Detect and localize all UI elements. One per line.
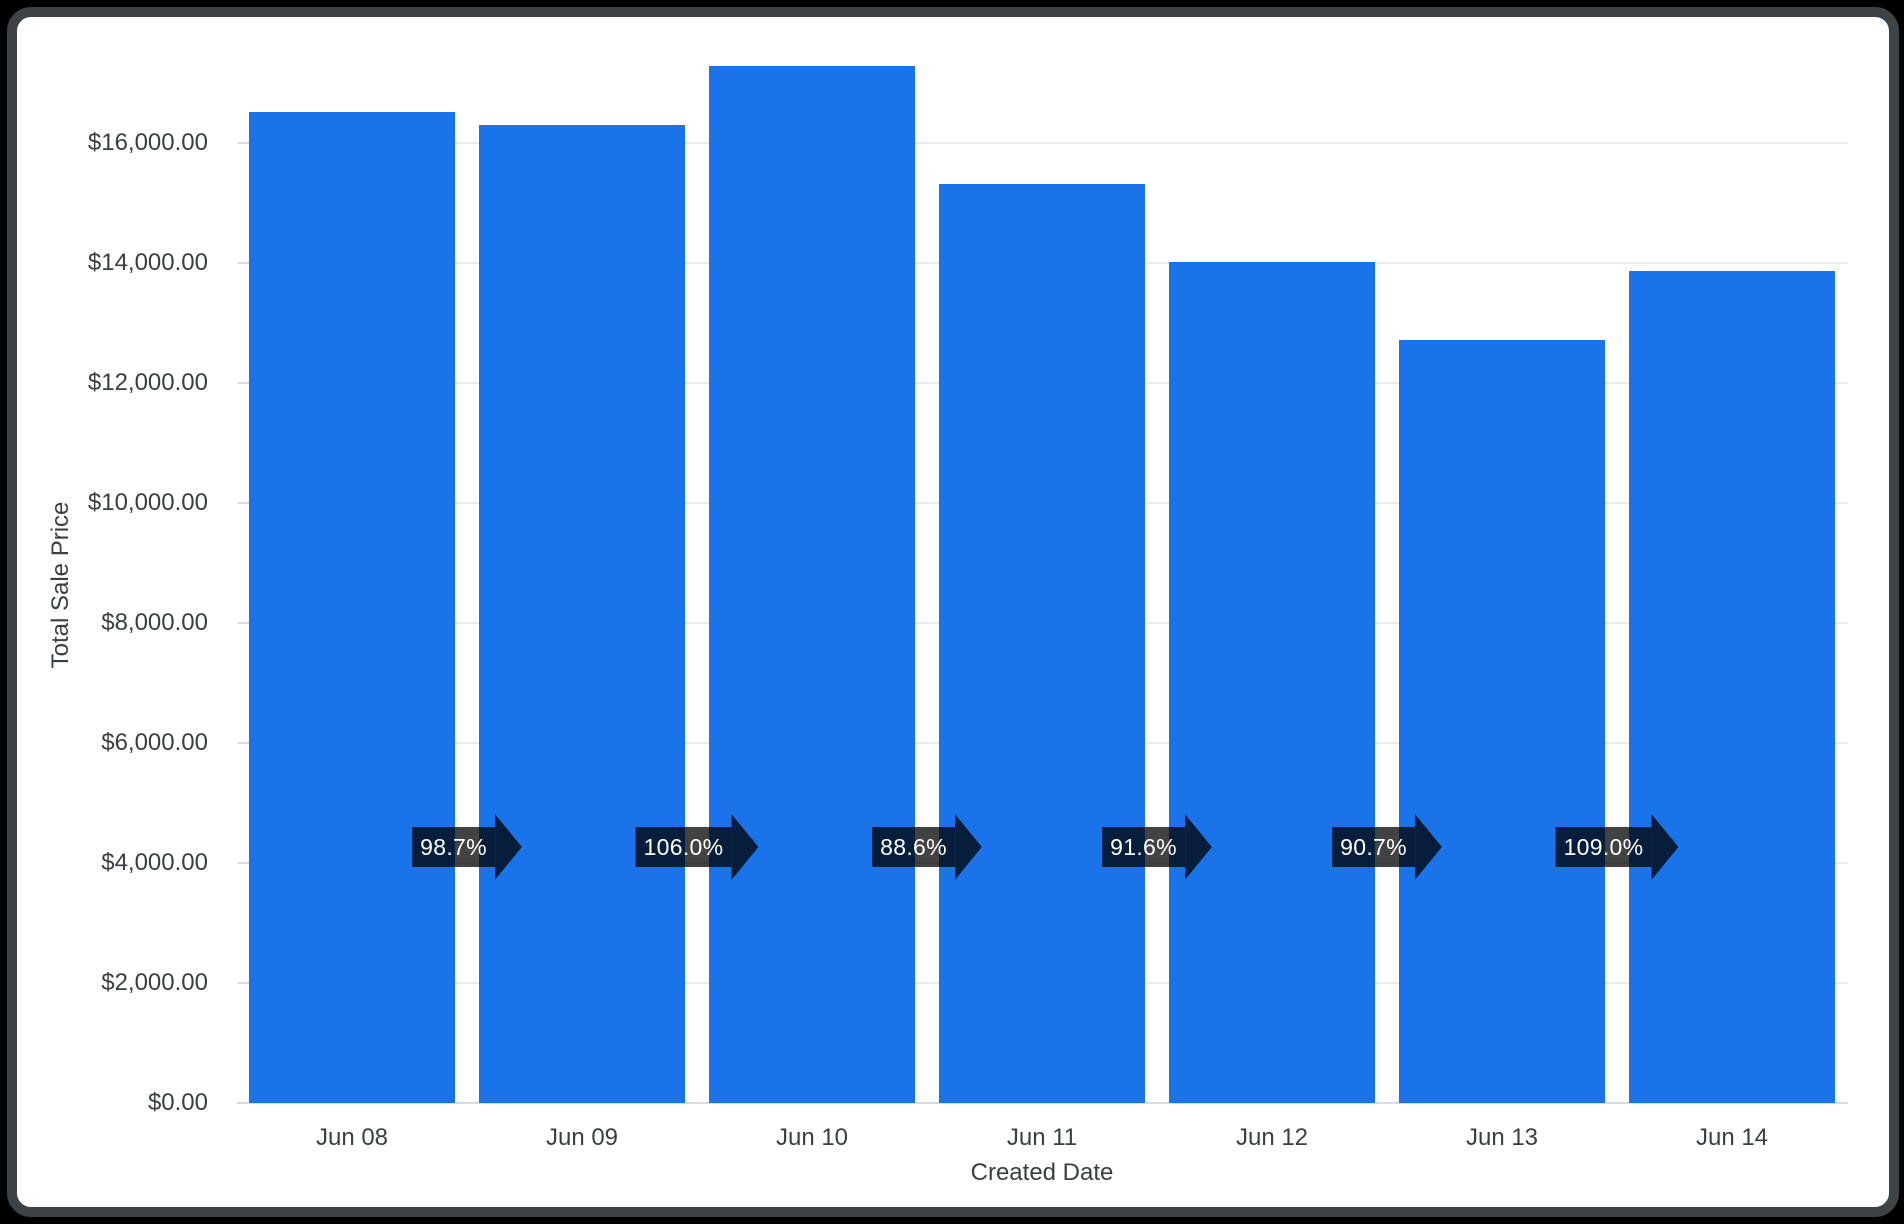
y-axis-tick <box>237 862 249 864</box>
arrow-right-icon <box>1651 814 1679 880</box>
bar-jun-12[interactable] <box>1169 261 1375 1103</box>
y-axis-tick-label: $0.00 <box>147 1089 208 1116</box>
y-axis-tick <box>237 142 249 144</box>
x-axis-tick-label: Jun 10 <box>775 1124 849 1151</box>
pct-change-arrow: 91.6% <box>1102 814 1212 880</box>
y-axis-tick-label: $12,000.00 <box>87 369 208 396</box>
pct-change-arrow: 88.6% <box>872 814 982 880</box>
x-axis-tick-label: Jun 08 <box>315 1124 389 1151</box>
pct-change-arrow: 106.0% <box>635 814 759 880</box>
gridline <box>249 142 1848 144</box>
x-axis-tick-label: Jun 13 <box>1465 1124 1539 1151</box>
pct-change-arrow: 109.0% <box>1555 814 1679 880</box>
arrow-right-icon <box>1414 814 1442 880</box>
x-axis-tick-label: Jun 14 <box>1695 1124 1769 1151</box>
pct-change-label: 109.0% <box>1555 827 1652 867</box>
arrow-right-icon <box>494 814 522 880</box>
pct-change-arrow: 90.7% <box>1332 814 1442 880</box>
bar-jun-14[interactable] <box>1629 271 1835 1103</box>
y-axis-tick-label: $4,000.00 <box>101 849 208 876</box>
y-axis-tick <box>237 982 249 984</box>
y-axis-tick-label: $6,000.00 <box>101 729 208 756</box>
y-axis-tick-label: $8,000.00 <box>101 609 208 636</box>
x-axis-title: Created Date <box>970 1159 1114 1186</box>
y-axis-tick-label: $10,000.00 <box>87 489 208 516</box>
y-axis-tick <box>237 622 249 624</box>
pct-change-label: 106.0% <box>635 827 732 867</box>
x-axis-tick-label: Jun 09 <box>545 1124 619 1151</box>
bar-jun-10[interactable] <box>709 66 915 1103</box>
y-axis-tick <box>237 382 249 384</box>
arrow-right-icon <box>954 814 982 880</box>
x-axis-tick-label: Jun 12 <box>1235 1124 1309 1151</box>
y-axis-tick <box>237 262 249 264</box>
y-axis-tick-label: $14,000.00 <box>87 249 208 276</box>
bar-jun-08[interactable] <box>249 111 455 1103</box>
y-axis-tick-label: $16,000.00 <box>87 129 208 156</box>
y-axis-title: Total Sale Price <box>47 501 74 669</box>
pct-change-label: 98.7% <box>412 827 495 867</box>
pct-change-label: 88.6% <box>872 827 955 867</box>
y-axis-tick <box>237 742 249 744</box>
arrow-right-icon <box>1184 814 1212 880</box>
arrow-right-icon <box>731 814 759 880</box>
y-axis-tick <box>237 502 249 504</box>
baseline-gridline <box>237 1102 1848 1104</box>
pct-change-label: 90.7% <box>1332 827 1415 867</box>
x-axis-tick-label: Jun 11 <box>1006 1124 1078 1151</box>
bar-jun-13[interactable] <box>1399 340 1605 1103</box>
bar-jun-11[interactable] <box>939 184 1145 1103</box>
y-axis-tick-label: $2,000.00 <box>101 969 208 996</box>
pct-change-arrow: 98.7% <box>412 814 522 880</box>
bar-jun-09[interactable] <box>479 125 685 1103</box>
pct-change-label: 91.6% <box>1102 827 1185 867</box>
